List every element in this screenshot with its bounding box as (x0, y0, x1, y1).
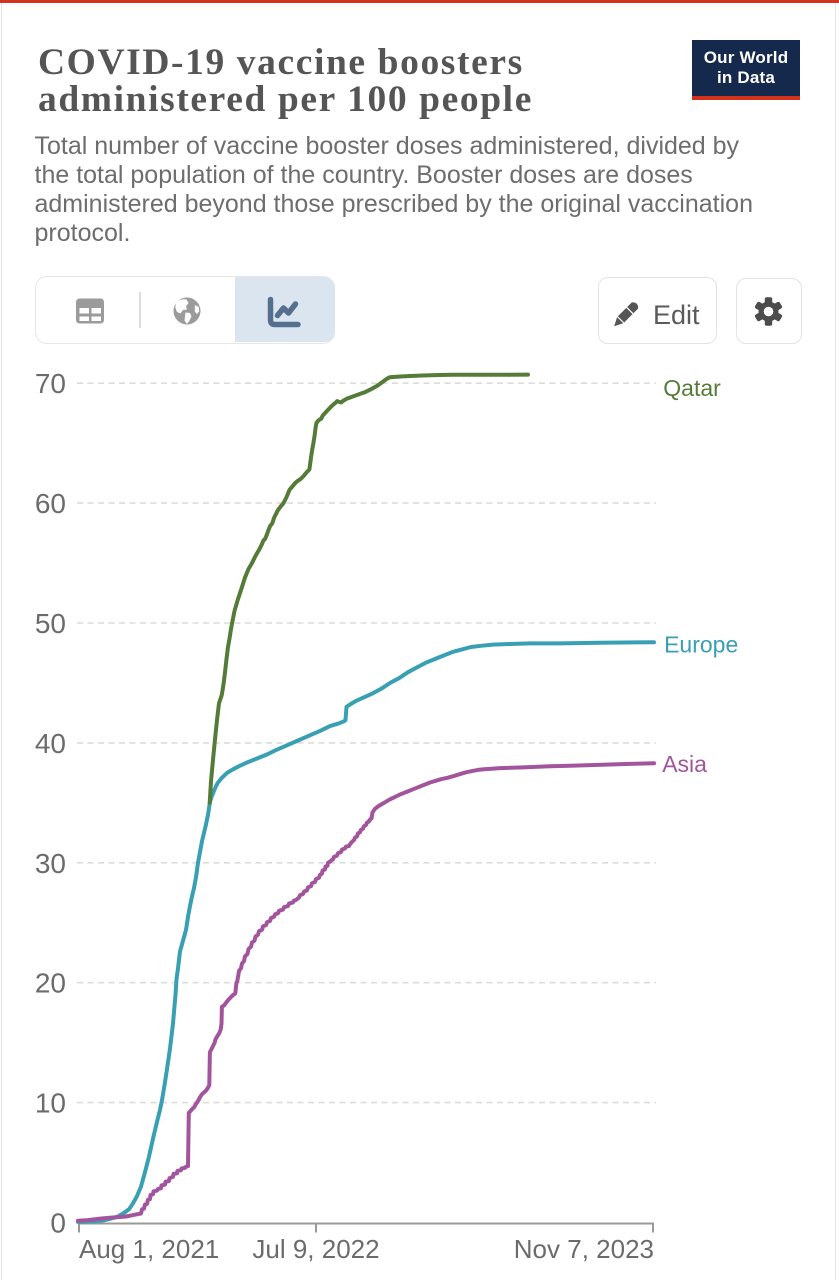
svg-text:Jul 9, 2022: Jul 9, 2022 (252, 1234, 379, 1264)
svg-text:0: 0 (50, 1208, 66, 1239)
svg-text:Asia: Asia (662, 751, 707, 777)
svg-text:70: 70 (35, 368, 66, 399)
svg-text:Qatar: Qatar (663, 375, 721, 401)
svg-text:10: 10 (35, 1088, 66, 1119)
svg-text:Europe: Europe (664, 631, 738, 657)
svg-text:Aug 1, 2021: Aug 1, 2021 (79, 1234, 219, 1264)
svg-text:60: 60 (35, 488, 66, 519)
svg-text:40: 40 (35, 728, 66, 759)
svg-text:20: 20 (35, 968, 66, 999)
svg-text:50: 50 (35, 608, 66, 639)
svg-text:Nov 7, 2023: Nov 7, 2023 (514, 1234, 654, 1264)
svg-text:30: 30 (35, 848, 66, 879)
